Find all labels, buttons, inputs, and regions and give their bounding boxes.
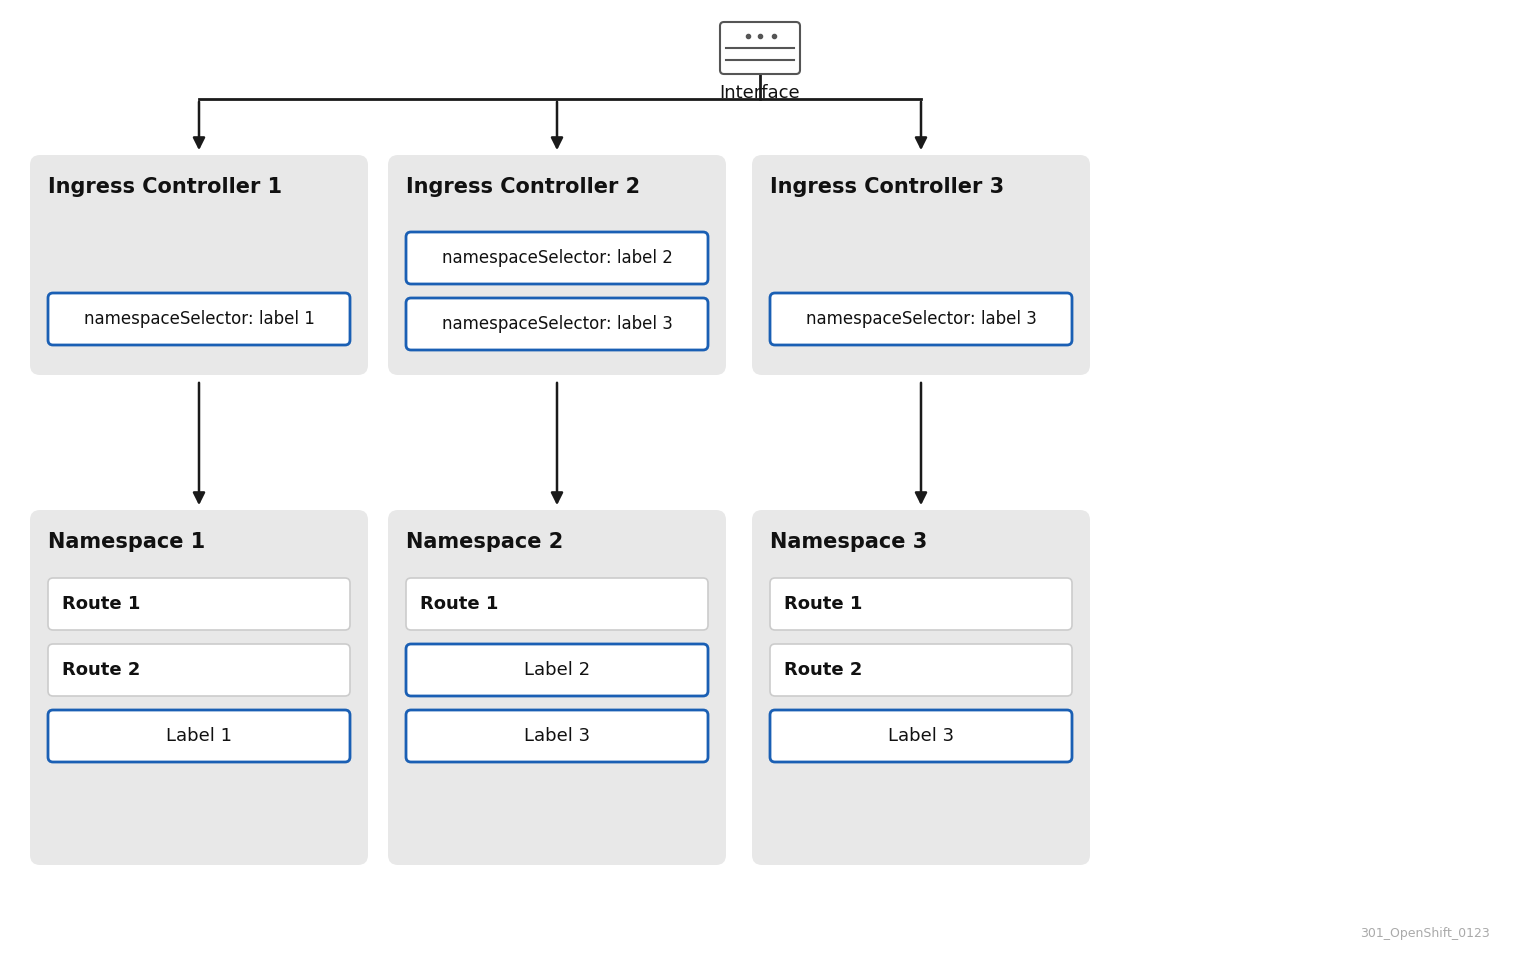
Text: Ingress Controller 3: Ingress Controller 3 — [771, 177, 1005, 197]
Text: namespaceSelector: label 3: namespaceSelector: label 3 — [442, 315, 672, 333]
FancyBboxPatch shape — [752, 155, 1090, 375]
Text: Route 1: Route 1 — [62, 595, 140, 613]
FancyBboxPatch shape — [49, 644, 350, 696]
FancyBboxPatch shape — [771, 578, 1072, 630]
FancyBboxPatch shape — [388, 155, 727, 375]
FancyBboxPatch shape — [30, 510, 368, 865]
Text: Label 3: Label 3 — [524, 727, 590, 745]
FancyBboxPatch shape — [30, 155, 368, 375]
Text: Namespace 2: Namespace 2 — [406, 532, 564, 552]
FancyBboxPatch shape — [771, 710, 1072, 762]
Text: Label 3: Label 3 — [888, 727, 955, 745]
Text: Namespace 3: Namespace 3 — [771, 532, 927, 552]
FancyBboxPatch shape — [771, 644, 1072, 696]
Text: namespaceSelector: label 3: namespaceSelector: label 3 — [806, 310, 1037, 328]
Text: Ingress Controller 2: Ingress Controller 2 — [406, 177, 640, 197]
Text: Route 2: Route 2 — [62, 661, 140, 679]
FancyBboxPatch shape — [406, 710, 708, 762]
Text: Label 1: Label 1 — [166, 727, 233, 745]
Text: Interface: Interface — [719, 84, 801, 102]
FancyBboxPatch shape — [406, 298, 708, 350]
Text: namespaceSelector: label 1: namespaceSelector: label 1 — [84, 310, 315, 328]
Text: Route 2: Route 2 — [784, 661, 862, 679]
Text: Namespace 1: Namespace 1 — [49, 532, 205, 552]
FancyBboxPatch shape — [49, 578, 350, 630]
Text: Route 1: Route 1 — [420, 595, 499, 613]
FancyBboxPatch shape — [406, 232, 708, 284]
Text: Label 2: Label 2 — [524, 661, 590, 679]
FancyBboxPatch shape — [720, 22, 800, 74]
Text: 301_OpenShift_0123: 301_OpenShift_0123 — [1360, 927, 1490, 940]
FancyBboxPatch shape — [49, 710, 350, 762]
FancyBboxPatch shape — [388, 510, 727, 865]
Text: Ingress Controller 1: Ingress Controller 1 — [49, 177, 283, 197]
FancyBboxPatch shape — [406, 644, 708, 696]
FancyBboxPatch shape — [771, 293, 1072, 345]
Text: namespaceSelector: label 2: namespaceSelector: label 2 — [442, 249, 672, 267]
FancyBboxPatch shape — [406, 578, 708, 630]
Text: Route 1: Route 1 — [784, 595, 862, 613]
FancyBboxPatch shape — [49, 293, 350, 345]
FancyBboxPatch shape — [752, 510, 1090, 865]
